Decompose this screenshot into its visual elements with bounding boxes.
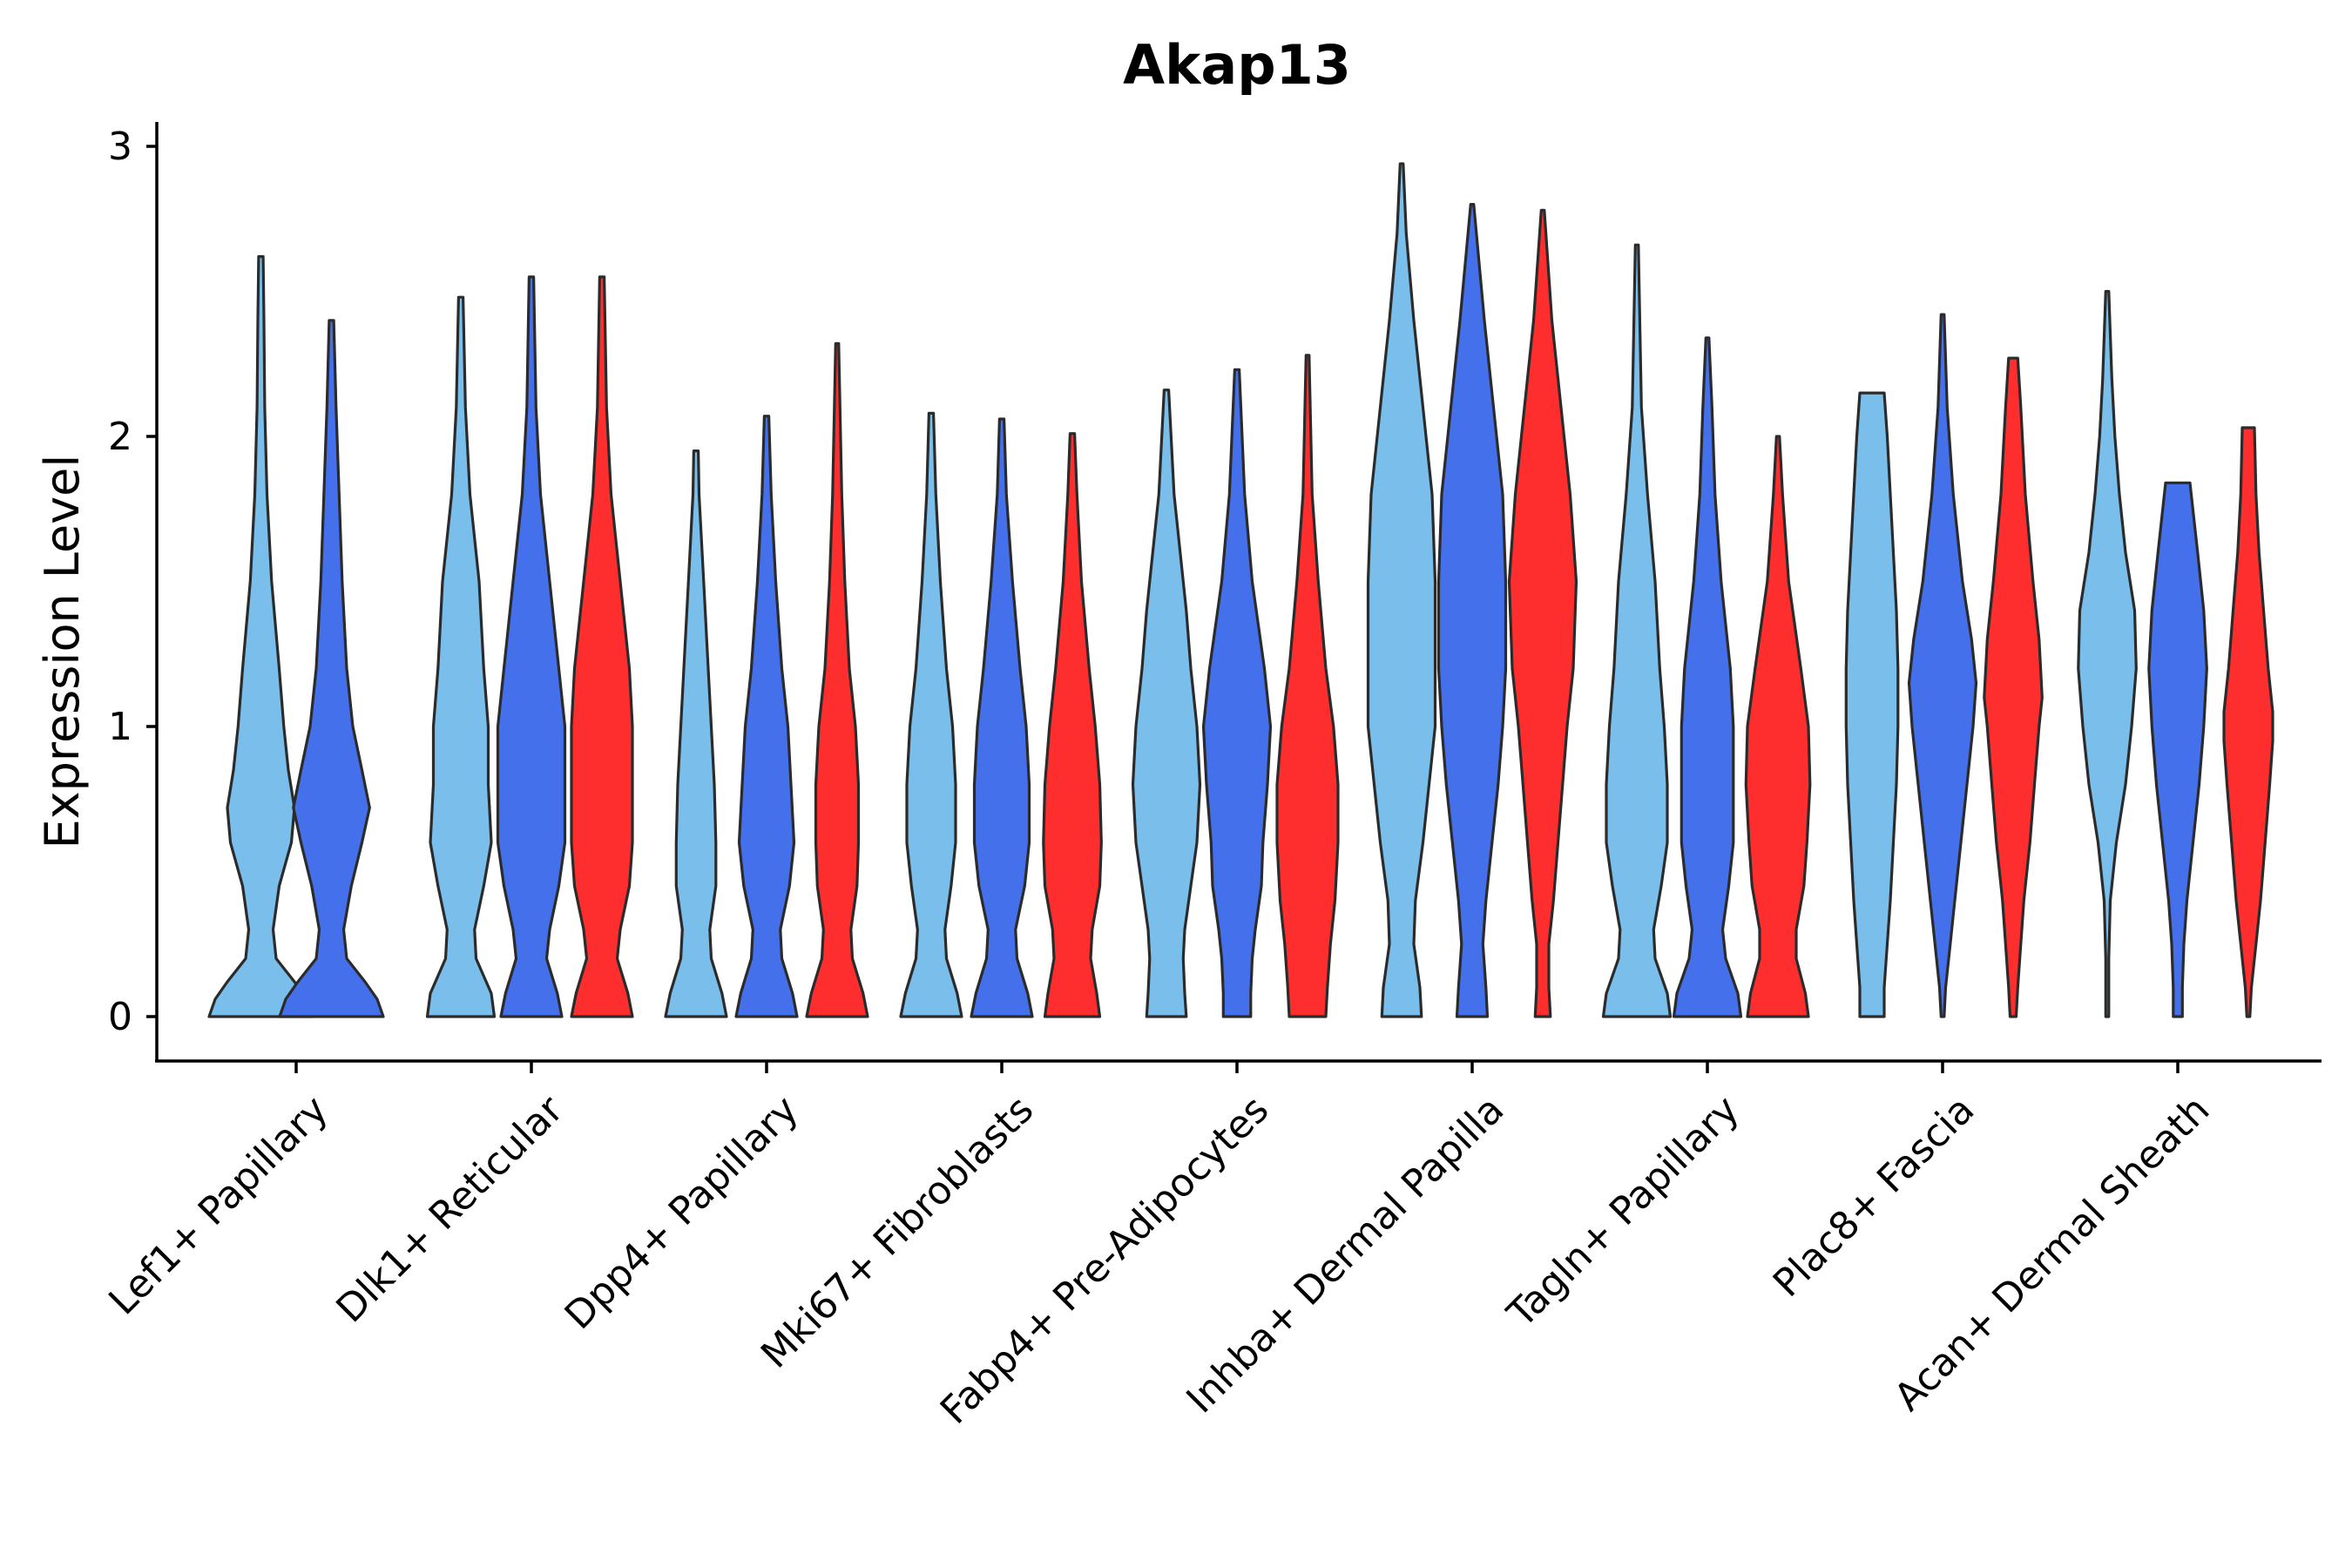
violin-1-2 [278, 319, 385, 1018]
violins-layer [207, 162, 2274, 1018]
x-tick-label: Plac8+ Fascia [1765, 1087, 1984, 1306]
violin-7-3 [1744, 435, 1812, 1018]
x-tick-label: Dpp4+ Papillary [557, 1087, 808, 1338]
violin-6-2 [1436, 203, 1508, 1018]
violin-3-3 [805, 341, 869, 1018]
violin-3-1 [664, 449, 728, 1018]
violin-9-3 [2222, 426, 2274, 1018]
violin-4-2 [970, 417, 1034, 1018]
violin-5-3 [1275, 354, 1340, 1018]
violin-8-2 [1907, 313, 1978, 1018]
violin-8-3 [1983, 356, 2044, 1018]
violin-5-1 [1131, 389, 1202, 1018]
y-tick-label: 0 [108, 995, 132, 1039]
chart-title: Akap13 [1123, 33, 1351, 97]
violin-9-1 [2077, 289, 2138, 1018]
violin-7-1 [1601, 243, 1673, 1018]
y-axis-label: Expression Level [35, 455, 90, 849]
x-tick-label: Tagln+ Papillary [1498, 1087, 1747, 1336]
y-axis: 0 1 2 3 [108, 125, 157, 1039]
violin-5-2 [1201, 368, 1273, 1018]
y-tick-label: 3 [108, 125, 132, 169]
violin-3-2 [734, 415, 799, 1018]
y-tick-label: 1 [108, 705, 132, 749]
violin-2-3 [570, 275, 634, 1018]
violin-7-2 [1672, 336, 1743, 1018]
x-tick-label: Dlk1+ Reticular [328, 1087, 572, 1332]
violin-9-2 [2147, 481, 2208, 1018]
violin-4-1 [899, 411, 963, 1018]
x-tick-label: Lef1+ Papillary [100, 1087, 336, 1323]
y-tick-label: 2 [108, 415, 132, 459]
violin-2-2 [496, 275, 567, 1018]
violin-6-1 [1366, 162, 1437, 1018]
violin-2-1 [425, 295, 497, 1018]
violin-8-1 [1844, 391, 1900, 1018]
violin-4-3 [1042, 432, 1103, 1018]
violin-6-3 [1507, 208, 1578, 1018]
violin-1-1 [207, 254, 314, 1018]
